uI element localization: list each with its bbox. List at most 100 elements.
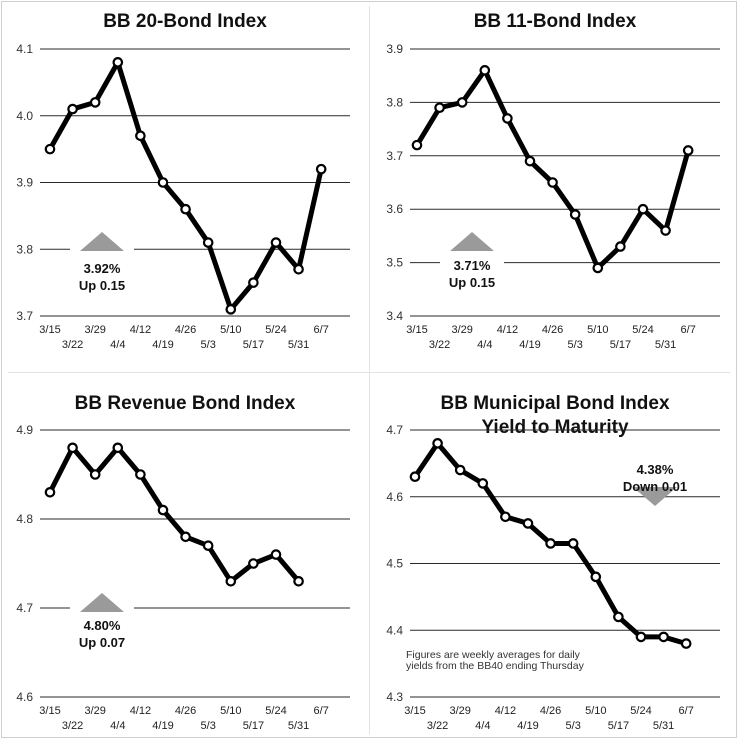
x-tick-label: 6/7 (679, 705, 694, 717)
data-point (522, 518, 534, 529)
bb-municipal-bond-index-chart: BB Municipal Bond Index Yield to Maturity… (370, 371, 740, 741)
chart-title: BB 11-Bond Index (474, 11, 637, 32)
x-tick-label: 3/29 (449, 705, 470, 717)
x-tick-label: 4/26 (540, 705, 561, 717)
x-tick-label: 5/10 (587, 324, 608, 336)
data-point (270, 549, 282, 560)
x-tick-label: 4/4 (110, 720, 125, 732)
bb-20-bond-index-chart: BB 20-Bond Index 3.7 3.8 3.9 4.0 4.1 3/15 3/22 3… (0, 0, 370, 370)
data-point (67, 442, 78, 454)
callout-value: 4.80% (84, 618, 121, 633)
up-arrow-icon (80, 232, 124, 251)
data-point (270, 237, 282, 248)
data-point (434, 102, 445, 114)
x-tick-label: 5/10 (585, 705, 606, 717)
data-point (454, 464, 466, 476)
data-point (637, 203, 649, 215)
data-point (432, 438, 443, 449)
bb-11-bond-index-chart: BB 11-Bond Index 3.4 3.5 3.6 3.7 3.8 3.9 3/15 3/… (370, 0, 740, 370)
bb-revenue-bond-index-chart: BB Revenue Bond Index 4.6 4.7 4.8 4.9 3/15 3/2… (0, 371, 370, 741)
x-tick-label: 4/19 (152, 339, 173, 351)
data-point (547, 177, 558, 188)
y-tick-label: 3.7 (16, 309, 33, 323)
data-point (112, 57, 124, 68)
chart-title: BB Municipal Bond Index (440, 393, 669, 414)
x-tick-label: 3/29 (451, 324, 472, 336)
x-tick-label: 3/15 (406, 324, 427, 336)
data-point (89, 97, 101, 108)
x-tick-label: 6/7 (314, 324, 329, 336)
y-tick-label: 4.4 (386, 623, 403, 637)
data-point (157, 504, 169, 516)
data-point (180, 531, 191, 543)
y-tick-label: 3.8 (386, 95, 403, 109)
x-tick-label: 3/15 (39, 324, 60, 336)
data-point (225, 576, 237, 587)
data-point (202, 237, 214, 248)
x-tick-label: 6/7 (314, 705, 329, 717)
x-tick-label: 3/29 (84, 324, 105, 336)
data-point (456, 97, 468, 108)
x-tick-label: 5/3 (201, 720, 216, 732)
callout-change: Up 0.07 (79, 635, 125, 650)
x-tick-label: 5/24 (632, 324, 653, 336)
data-point (567, 538, 579, 549)
chart-canvas: BB Municipal Bond Index Yield to Maturity… (386, 393, 720, 732)
x-tick-label: 5/31 (288, 339, 309, 351)
data-point (135, 130, 146, 142)
callout-change: Up 0.15 (449, 275, 495, 290)
y-tick-label: 3.8 (16, 242, 33, 256)
x-tick-label: 3/15 (39, 705, 60, 717)
x-tick-label: 5/17 (610, 339, 631, 351)
x-tick-label: 4/12 (495, 705, 516, 717)
data-point (592, 262, 604, 274)
chart-title: BB 20-Bond Index (103, 11, 267, 32)
x-tick-label: 5/24 (265, 324, 286, 336)
down-arrow-icon (633, 487, 677, 506)
chart-canvas: BB 20-Bond Index3.73.83.94.04.13/153/223… (16, 11, 350, 351)
y-tick-label: 4.3 (386, 690, 403, 704)
y-tick-label: 4.1 (16, 42, 33, 56)
x-tick-label: 3/22 (62, 720, 83, 732)
data-point (479, 65, 491, 76)
x-tick-label: 4/26 (175, 705, 196, 717)
data-point (293, 576, 304, 587)
y-tick-label: 4.7 (386, 423, 403, 437)
x-tick-label: 5/17 (608, 720, 629, 732)
x-tick-label: 3/15 (404, 705, 425, 717)
footnote: yields from the BB40 ending Thursday (406, 660, 585, 672)
chart-subtitle: Yield to Maturity (481, 417, 629, 438)
x-tick-label: 4/26 (175, 324, 196, 336)
x-tick-label: 4/12 (130, 705, 151, 717)
x-tick-label: 5/3 (201, 339, 216, 351)
y-tick-label: 4.8 (16, 512, 33, 526)
x-tick-label: 5/10 (220, 324, 241, 336)
x-tick-label: 5/31 (653, 720, 674, 732)
data-point (613, 611, 624, 623)
callout-value: 3.92% (84, 261, 121, 276)
data-point (409, 471, 421, 483)
y-tick-label: 3.9 (16, 176, 33, 190)
up-arrow-icon (80, 593, 124, 612)
data-point (44, 143, 56, 155)
data-point (135, 469, 146, 480)
x-tick-label: 4/12 (497, 324, 518, 336)
x-tick-label: 5/3 (568, 339, 583, 351)
data-point (524, 155, 536, 167)
x-tick-label: 4/19 (517, 720, 538, 732)
up-arrow-icon (450, 232, 494, 251)
callout-change: Up 0.15 (79, 278, 125, 293)
data-point (315, 163, 327, 175)
callout-value: 4.38% (637, 462, 674, 477)
x-tick-label: 4/12 (130, 324, 151, 336)
data-point (293, 263, 304, 275)
y-tick-label: 4.6 (16, 690, 33, 704)
data-point (44, 487, 56, 498)
callout-value: 3.71% (454, 258, 491, 273)
data-point (658, 631, 669, 643)
y-tick-label: 3.4 (386, 309, 403, 323)
callout-change: Down 0.01 (623, 479, 687, 494)
y-tick-label: 4.5 (386, 557, 403, 571)
chart-canvas: BB 11-Bond Index3.43.53.63.73.83.93/153/… (386, 11, 720, 351)
y-tick-label: 4.7 (16, 601, 33, 615)
